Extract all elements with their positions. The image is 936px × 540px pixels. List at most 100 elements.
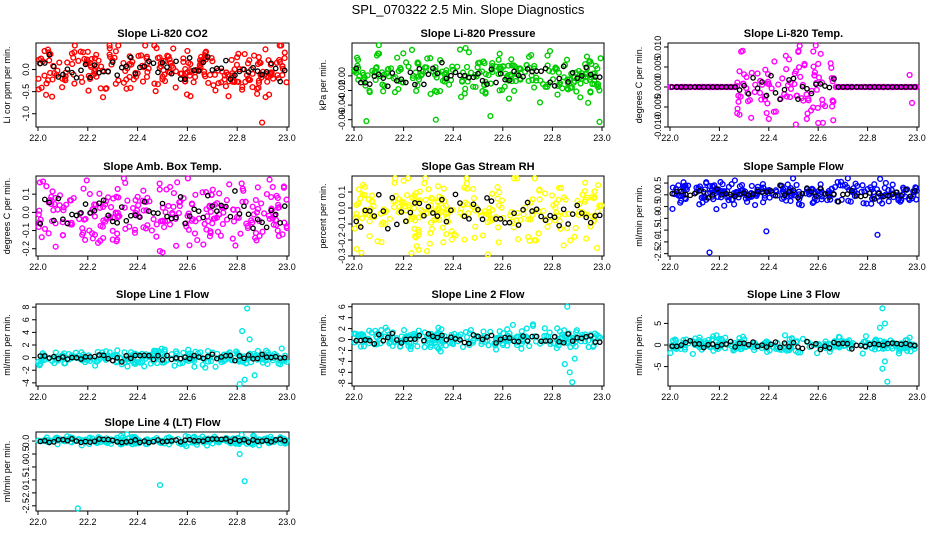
data-point: [763, 344, 770, 350]
data-point: [524, 66, 531, 72]
data-point: [713, 332, 720, 339]
data-point: [750, 191, 756, 197]
chart-title: Slope Line 2 Flow: [432, 289, 525, 301]
data-point: [137, 52, 145, 59]
data-point: [389, 330, 396, 337]
reference-points: [669, 182, 918, 205]
data-point: [524, 199, 531, 206]
x-tick-label: 23.0: [278, 517, 296, 527]
data-point: [440, 239, 447, 246]
data-point: [97, 85, 104, 92]
data-point: [132, 212, 139, 219]
data-point: [64, 66, 71, 73]
data-point: [487, 112, 494, 120]
data-point: [150, 438, 157, 445]
data-point: [457, 331, 464, 338]
data-point: [241, 436, 247, 443]
data-point: [187, 93, 194, 100]
data-point: [754, 70, 761, 77]
y-tick-label: 6: [337, 304, 347, 309]
data-point: [710, 333, 717, 340]
data-point: [106, 51, 113, 58]
y-tick-label: -2.5: [21, 498, 31, 514]
data-point: [505, 95, 513, 102]
data-point: [735, 98, 742, 105]
data-point: [734, 105, 741, 112]
data-point: [792, 121, 799, 128]
data-point: [874, 231, 881, 238]
data-point: [241, 66, 247, 73]
series-points: [350, 42, 604, 125]
data-point: [45, 230, 52, 237]
x-tick-label: 22.0: [29, 133, 47, 143]
data-point: [60, 71, 66, 78]
data-point: [547, 340, 554, 348]
data-point: [435, 324, 442, 331]
data-point: [170, 45, 177, 52]
data-point: [463, 180, 471, 187]
data-point: [252, 229, 260, 237]
data-point: [358, 249, 365, 256]
data-point: [133, 73, 140, 80]
y-axis-label: percent per min.: [318, 183, 328, 248]
data-point: [822, 83, 828, 89]
data-point: [151, 42, 158, 49]
y-tick-label: -0.005: [653, 94, 663, 120]
data-point: [846, 83, 853, 91]
data-point: [100, 197, 107, 204]
data-point: [458, 205, 465, 212]
data-point: [106, 45, 113, 52]
data-point: [63, 201, 70, 208]
data-point: [860, 200, 867, 207]
x-tick-label: 22.8: [859, 262, 877, 272]
y-axis-label: ml/min per min.: [634, 185, 644, 247]
data-point: [56, 59, 63, 66]
data-point: [489, 190, 496, 197]
data-point: [484, 81, 490, 87]
data-point: [495, 239, 502, 246]
x-tick-label: 22.2: [79, 262, 97, 272]
data-point: [123, 63, 130, 70]
data-point: [479, 77, 486, 84]
data-point: [466, 340, 472, 347]
x-tick-label: 22.2: [79, 517, 97, 527]
data-point: [186, 55, 193, 61]
data-point: [479, 336, 486, 343]
data-point: [571, 355, 578, 362]
data-point: [132, 71, 139, 77]
y-tick-label: -4: [337, 357, 347, 365]
data-point: [523, 325, 530, 332]
data-point: [786, 343, 792, 350]
data-point: [159, 59, 166, 66]
data-point: [423, 64, 430, 71]
data-point: [405, 63, 412, 70]
data-point: [510, 224, 517, 231]
data-point: [836, 334, 843, 341]
data-point: [678, 342, 685, 348]
y-tick-label: 0.5: [653, 177, 663, 190]
data-point: [794, 349, 801, 356]
x-tick-label: 22.0: [345, 392, 363, 402]
data-point: [153, 221, 160, 228]
data-point: [518, 345, 525, 352]
data-point: [884, 378, 891, 385]
data-point: [908, 99, 916, 107]
data-point: [844, 184, 851, 191]
data-point: [869, 83, 876, 91]
data-point: [475, 333, 481, 340]
data-point: [885, 198, 892, 205]
data-point: [71, 42, 78, 49]
data-point: [281, 354, 288, 361]
data-point: [254, 205, 262, 213]
data-point: [87, 74, 93, 81]
data-point: [759, 181, 767, 188]
data-point: [514, 175, 521, 182]
data-point: [354, 56, 362, 63]
data-point: [706, 249, 713, 256]
data-point: [118, 358, 125, 365]
data-point: [41, 225, 48, 232]
data-point: [200, 355, 207, 362]
data-point: [213, 214, 221, 221]
data-point: [497, 336, 504, 343]
data-point: [540, 207, 547, 214]
